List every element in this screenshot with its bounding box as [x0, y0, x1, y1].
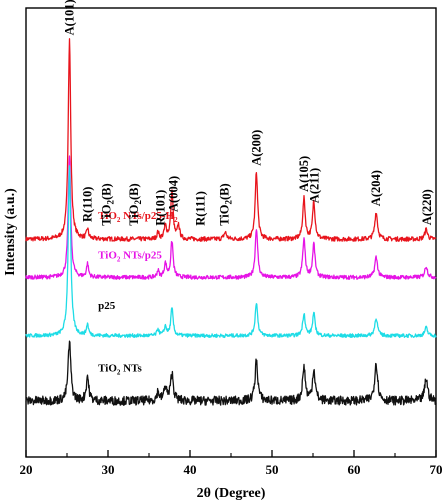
series-label: TiO2 NTs/p25-H2	[98, 210, 178, 224]
peak-label: R(111)	[194, 191, 208, 226]
series-line	[25, 340, 437, 406]
plot-frame	[25, 7, 437, 458]
series-label: TiO2 NTs	[98, 363, 142, 377]
label-text: TiO	[127, 204, 141, 226]
series-label: TiO2 NTs/p25	[98, 250, 162, 264]
label-text: A(204)	[369, 170, 383, 206]
label-text: TiO	[99, 204, 113, 226]
label-text: NTs/p25-H	[120, 210, 174, 222]
series-line	[25, 38, 437, 242]
subscript-text: 2	[117, 256, 121, 264]
peak-annotations: A(101)R(110) TiO2(B)TiO2(B) R(101) A(004) R(…	[63, 0, 435, 226]
x-tick-label: 40	[184, 462, 197, 477]
label-text: p25	[98, 300, 116, 312]
peak-label: TiO2(B)	[99, 183, 115, 225]
label-text: (B)	[127, 183, 141, 200]
peak-label: TiO2(B)	[127, 183, 143, 225]
peak-label: A(004)	[167, 176, 181, 212]
subscript-text: 2	[117, 369, 121, 377]
label-text: A(200)	[249, 130, 263, 166]
subscript-text: 2	[223, 199, 233, 204]
label-text: TiO	[98, 210, 117, 222]
x-tick-label: 30	[102, 462, 115, 477]
label-text: TiO	[98, 363, 117, 375]
label-text: A(004)	[167, 176, 181, 212]
label-text: TiO	[98, 250, 117, 262]
peak-label: A(204)	[369, 170, 383, 206]
y-axis-title: Intensity (a.u.)	[3, 188, 18, 276]
peak-label: A(211)	[308, 168, 322, 203]
label-text: TiO	[217, 204, 231, 226]
series-line	[25, 165, 437, 339]
label-text: NTs	[120, 363, 142, 375]
series-label: p25	[98, 300, 116, 312]
x-tick-label: 60	[348, 462, 361, 477]
x-tick-label: 20	[20, 462, 33, 477]
peak-label: R(110)	[81, 187, 95, 222]
peak-label: R(101)	[154, 190, 168, 226]
x-tick-label: 50	[266, 462, 279, 477]
peak-label: A(220)	[420, 189, 434, 225]
subscript-text: 2	[117, 216, 121, 224]
series-layer	[25, 38, 437, 406]
label-text: A(101)	[63, 0, 77, 35]
series-line	[25, 155, 437, 280]
subscript-text: 2	[133, 199, 143, 204]
label-text: A(105)	[297, 156, 311, 192]
peak-label: A(105)	[297, 156, 311, 192]
peak-label: A(101)	[63, 0, 77, 35]
label-text: R(110)	[81, 187, 95, 222]
label-text: A(220)	[420, 189, 434, 225]
x-tick-label: 70	[430, 462, 443, 477]
label-text: (B)	[99, 183, 113, 200]
label-text: NTs/p25	[120, 250, 162, 262]
peak-label: A(200)	[249, 130, 263, 166]
x-axis-ticks: 20 30 40 50 60 70	[20, 450, 443, 477]
label-text: (B)	[217, 183, 231, 200]
label-text: A(211)	[308, 168, 322, 203]
label-text: R(101)	[154, 190, 168, 226]
peak-label: TiO2(B)	[217, 183, 233, 225]
subscript-text: 2	[105, 199, 115, 204]
x-axis-title: 2θ (Degree)	[197, 486, 266, 501]
subscript-text: 2	[174, 216, 178, 224]
label-text: R(111)	[194, 191, 208, 226]
